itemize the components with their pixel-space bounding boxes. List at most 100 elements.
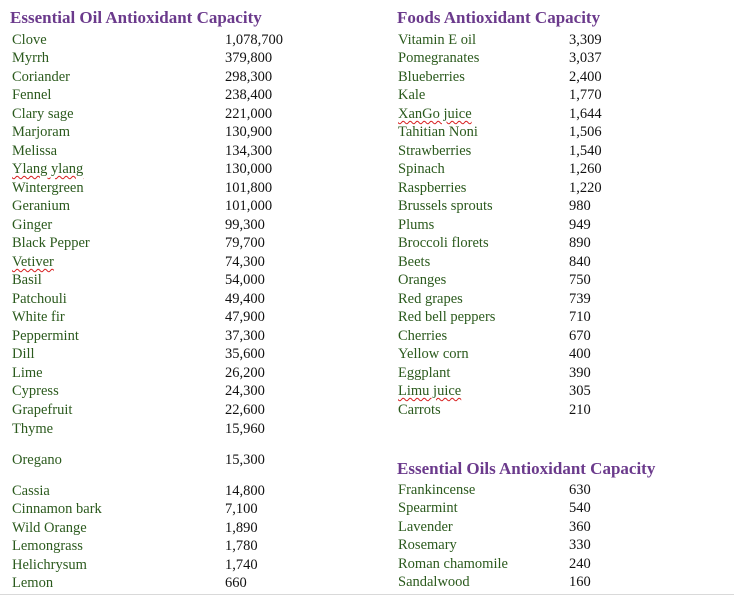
item-name: Lemon [12, 575, 54, 591]
item-name: Clove [12, 32, 47, 48]
item-name: XanGo juice [398, 106, 472, 122]
item-name: Marjoram [12, 124, 70, 140]
item-value: 160 [569, 574, 591, 590]
item-name: Lavender [398, 519, 453, 535]
item-name: Eggplant [398, 365, 451, 381]
item-name: Coriander [12, 69, 70, 85]
item-name: Tahitian Noni [398, 124, 478, 140]
item-value: 3,309 [569, 32, 602, 48]
item-name: Ylang ylang [12, 161, 84, 177]
item-name: Spearmint [398, 500, 458, 516]
item-name: Red grapes [398, 291, 463, 307]
item-value: 2,400 [569, 69, 602, 85]
item-value: 1,220 [569, 180, 602, 196]
item-value: 400 [569, 346, 591, 362]
item-name: Roman chamomile [398, 556, 508, 572]
item-value: 101,800 [225, 180, 273, 196]
item-name: White fir [12, 309, 65, 325]
item-value: 130,000 [225, 161, 273, 177]
item-value: 15,300 [225, 452, 265, 468]
item-value: 35,600 [225, 346, 265, 362]
item-name: Kale [398, 87, 426, 103]
item-value: 238,400 [225, 87, 273, 103]
item-value: 540 [569, 500, 591, 516]
item-name: Oregano [12, 452, 62, 468]
item-name: Peppermint [12, 328, 79, 344]
item-name: Lemongrass [12, 538, 83, 554]
item-name: Dill [12, 346, 35, 362]
item-value: 37,300 [225, 328, 265, 344]
item-value: 54,000 [225, 272, 265, 288]
item-name: Grapefruit [12, 402, 73, 418]
item-value: 1,506 [569, 124, 602, 140]
item-name: Patchouli [12, 291, 67, 307]
item-value: 49,400 [225, 291, 265, 307]
item-name: Vitamin E oil [398, 32, 477, 48]
item-name: Basil [12, 272, 42, 288]
item-value: 360 [569, 519, 591, 535]
item-value: 750 [569, 272, 591, 288]
item-value: 1,780 [225, 538, 258, 554]
item-value: 221,000 [225, 106, 273, 122]
item-name: Myrrh [12, 50, 50, 66]
item-value: 710 [569, 309, 591, 325]
item-value: 390 [569, 365, 591, 381]
item-name: Limu juice [398, 383, 462, 399]
item-value: 47,900 [225, 309, 265, 325]
item-value: 240 [569, 556, 591, 572]
item-name: Brussels sprouts [398, 198, 493, 214]
item-name: Plums [398, 217, 435, 233]
item-value: 79,700 [225, 235, 265, 251]
item-value: 1,890 [225, 520, 258, 536]
item-name: Oranges [398, 272, 447, 288]
item-value: 22,600 [225, 402, 265, 418]
item-value: 14,800 [225, 483, 265, 499]
item-value: 210 [569, 402, 591, 418]
item-value: 101,000 [225, 198, 273, 214]
item-value: 1,770 [569, 87, 602, 103]
item-name: Sandalwood [398, 574, 470, 590]
item-name: Pomegranates [398, 50, 480, 66]
item-name: Wintergreen [12, 180, 84, 196]
item-value: 890 [569, 235, 591, 251]
item-name: Lime [12, 365, 43, 381]
item-value: 26,200 [225, 365, 265, 381]
bottom-divider [0, 594, 734, 595]
item-value: 74,300 [225, 254, 265, 270]
item-value: 330 [569, 537, 591, 553]
item-name: Thyme [12, 421, 54, 437]
item-name: Yellow corn [398, 346, 469, 362]
item-value: 670 [569, 328, 591, 344]
item-value: 1,078,700 [225, 32, 283, 48]
item-value: 949 [569, 217, 591, 233]
item-name: Carrots [398, 402, 441, 418]
item-value: 379,800 [225, 50, 273, 66]
item-value: 7,100 [225, 501, 258, 517]
item-value: 980 [569, 198, 591, 214]
item-value: 1,740 [225, 557, 258, 573]
item-value: 1,644 [569, 106, 602, 122]
item-name: Clary sage [12, 106, 74, 122]
item-value: 15,960 [225, 421, 265, 437]
essential-oils-2-title: Essential Oils Antioxidant Capacity [397, 459, 656, 478]
item-value: 739 [569, 291, 591, 307]
item-value: 1,260 [569, 161, 602, 177]
item-name: Raspberries [398, 180, 467, 196]
item-value: 298,300 [225, 69, 273, 85]
essential-oils-title: Essential Oil Antioxidant Capacity [10, 8, 262, 27]
item-name: Cypress [12, 383, 59, 399]
item-value: 3,037 [569, 50, 602, 66]
item-name: Geranium [12, 198, 70, 214]
item-name: Ginger [12, 217, 53, 233]
item-value: 660 [225, 575, 247, 591]
item-name: Black Pepper [12, 235, 90, 251]
item-name: Vetiver [12, 254, 54, 270]
item-name: Wild Orange [12, 520, 87, 536]
item-name: Cassia [12, 483, 50, 499]
item-name: Broccoli florets [398, 235, 489, 251]
item-name: Blueberries [398, 69, 465, 85]
item-value: 130,900 [225, 124, 273, 140]
item-name: Melissa [12, 143, 58, 159]
item-name: Beets [398, 254, 431, 270]
item-name: Cinnamon bark [12, 501, 102, 517]
